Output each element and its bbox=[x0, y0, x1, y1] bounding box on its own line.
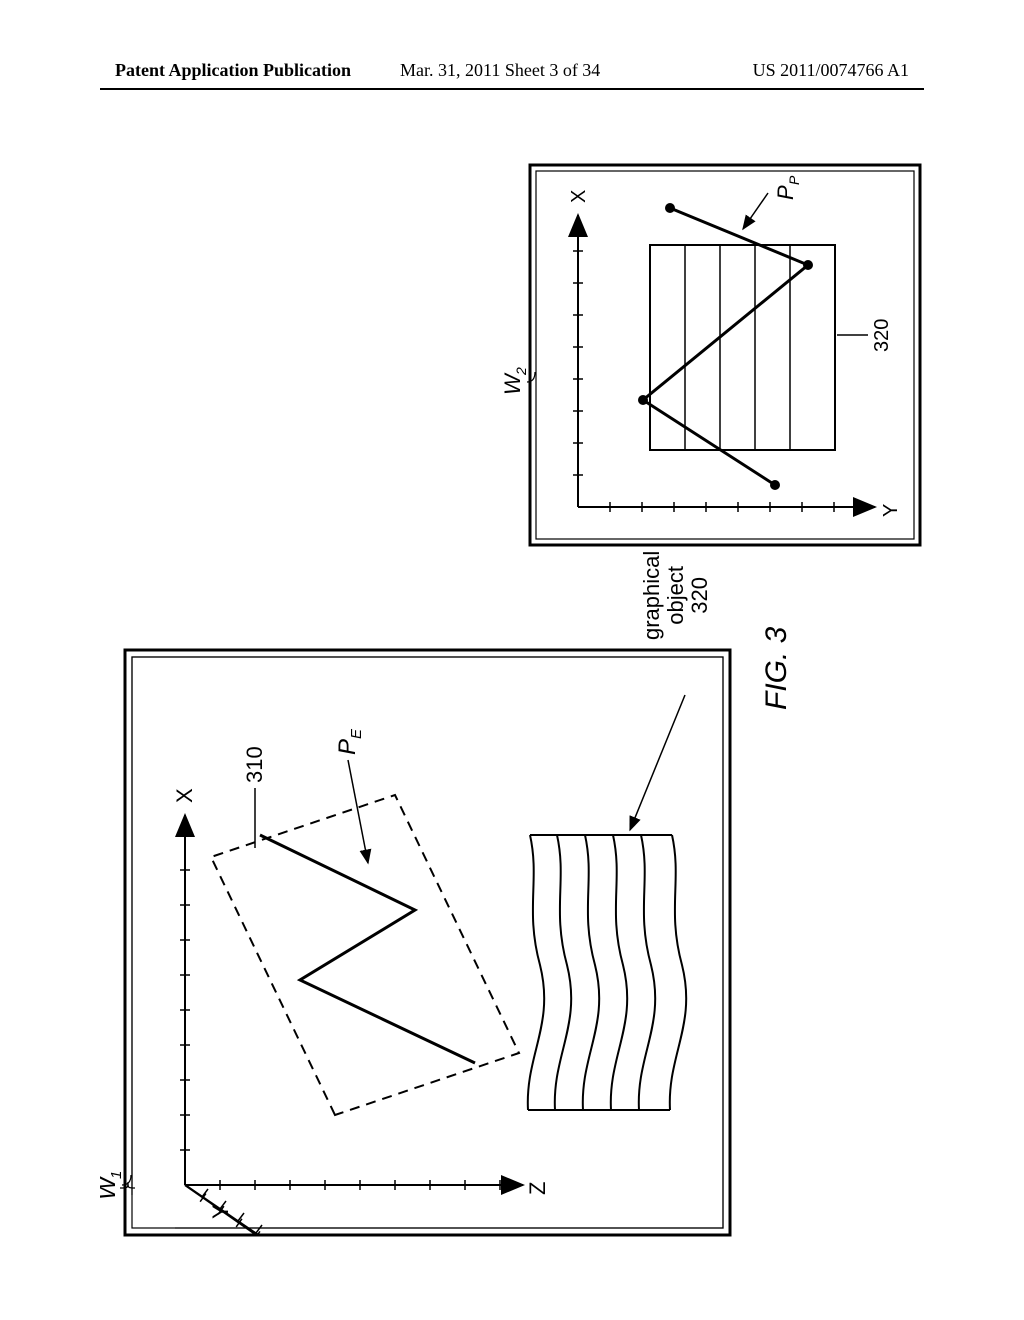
svg-text:Y: Y bbox=[880, 504, 902, 517]
svg-text:Y: Y bbox=[208, 1204, 233, 1219]
svg-text:P: P bbox=[334, 739, 361, 755]
svg-text:2: 2 bbox=[513, 367, 529, 376]
callout-l2: object bbox=[663, 566, 688, 625]
svg-text:X: X bbox=[172, 788, 197, 803]
figure-svg: X Z Y 310 P E W 1 bbox=[100, 135, 924, 1275]
header-mid: Mar. 31, 2011 Sheet 3 of 34 bbox=[400, 60, 600, 81]
callout-l3: 320 bbox=[687, 577, 712, 614]
header-left: Patent Application Publication bbox=[115, 60, 351, 81]
callout-graphical-object: graphical object 320 bbox=[640, 551, 713, 640]
header-right: US 2011/0074766 A1 bbox=[753, 60, 909, 81]
svg-text:P: P bbox=[786, 175, 802, 185]
svg-text:1: 1 bbox=[108, 1171, 125, 1179]
svg-text:310: 310 bbox=[242, 746, 267, 783]
header-rule bbox=[100, 88, 924, 90]
callout-l1: graphical bbox=[639, 551, 664, 640]
svg-text:E: E bbox=[348, 728, 365, 739]
svg-text:320: 320 bbox=[871, 319, 893, 352]
svg-text:P: P bbox=[773, 185, 798, 200]
svg-text:X: X bbox=[568, 190, 590, 203]
svg-text:Z: Z bbox=[525, 1182, 550, 1195]
figure-caption: FIG. 3 bbox=[760, 627, 794, 710]
